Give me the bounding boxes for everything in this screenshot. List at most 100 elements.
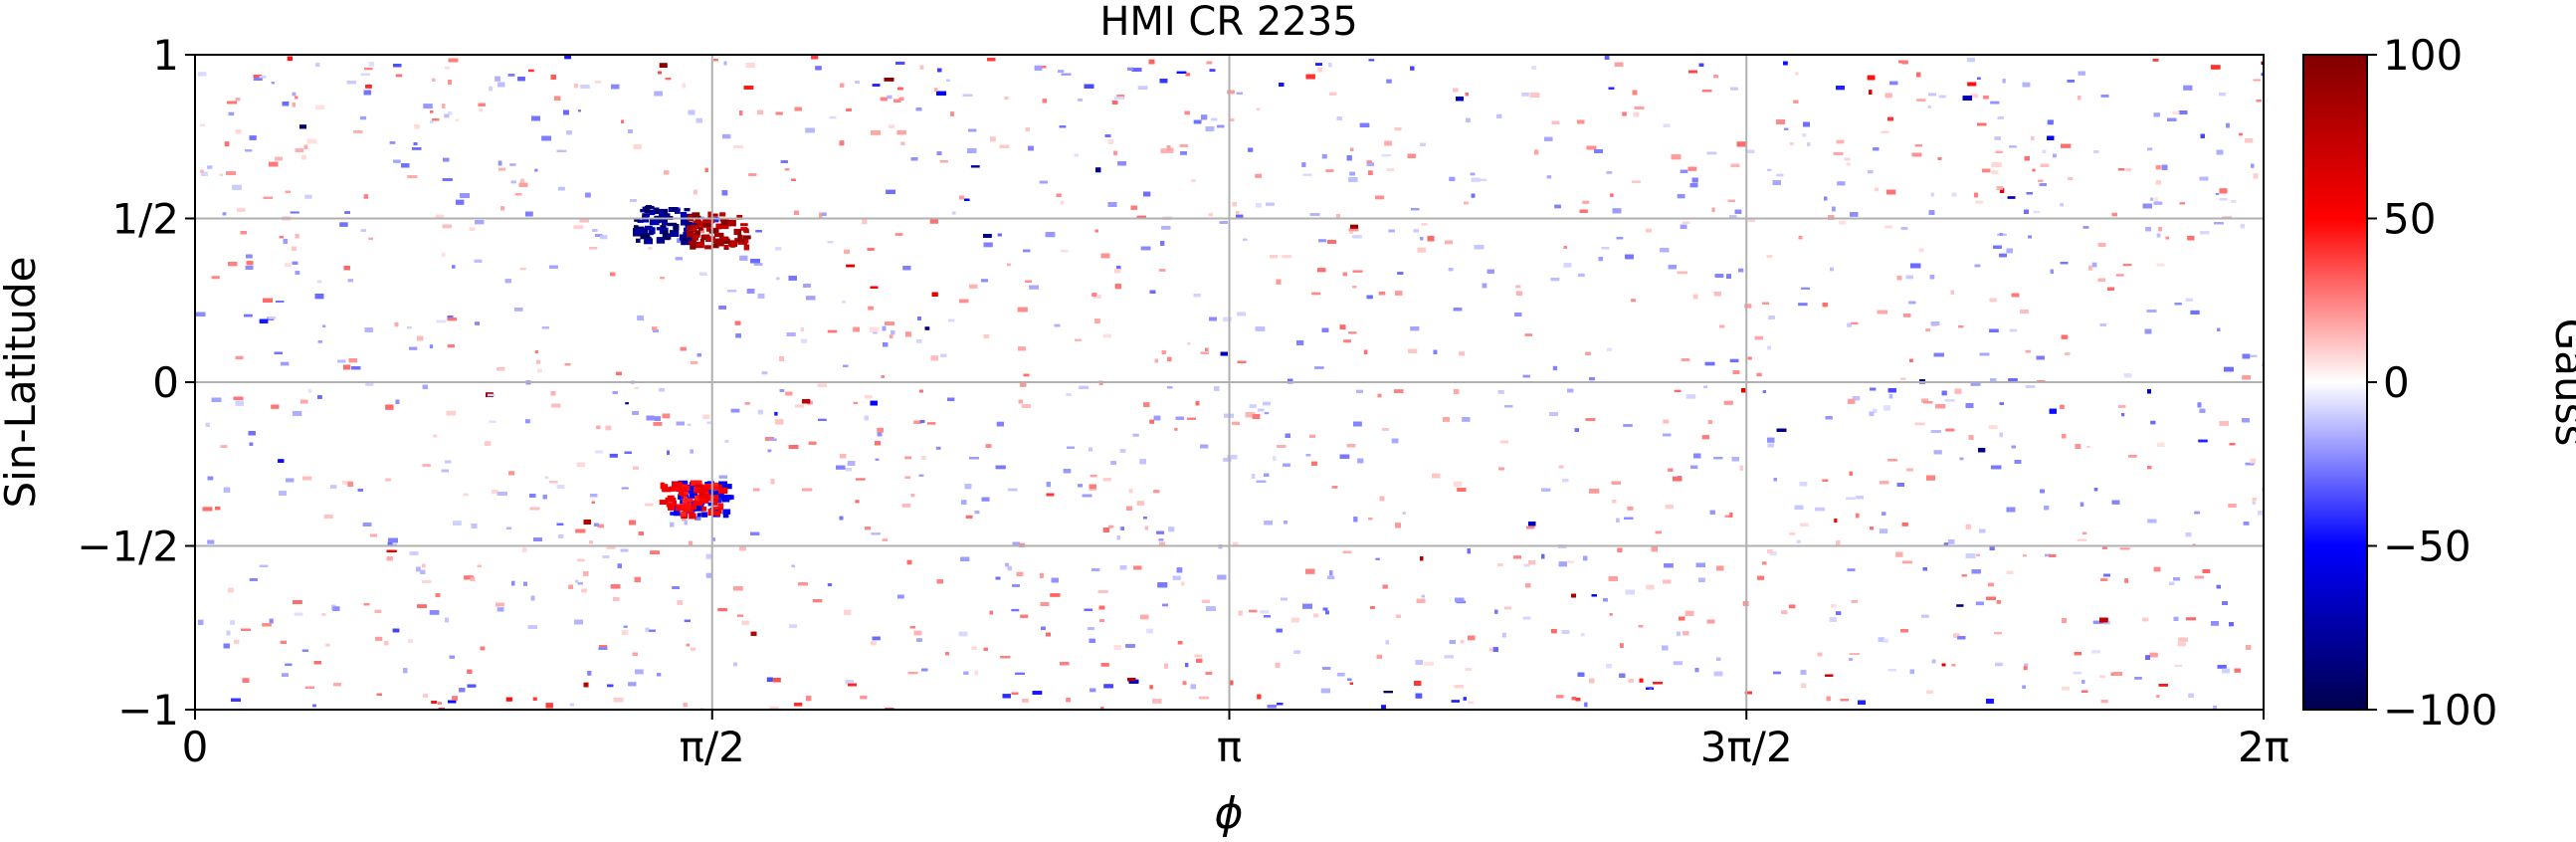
- heatmap-cell: [2033, 210, 2041, 214]
- heatmap-cell: [2150, 420, 2156, 425]
- heatmap-cell: [2032, 168, 2036, 172]
- heatmap-cell: [205, 422, 210, 427]
- heatmap-cell: [609, 453, 618, 458]
- heatmap-cell: [284, 263, 292, 268]
- heatmap-cell: [1459, 351, 1466, 356]
- heatmap-cell: [1879, 528, 1888, 534]
- heatmap-cell: [287, 56, 293, 62]
- heatmap-cell: [1769, 551, 1777, 555]
- heatmap-cell: [2119, 547, 2130, 550]
- heatmap-cell: [775, 247, 782, 251]
- heatmap-cell: [1454, 685, 1464, 689]
- heatmap-cell: [1315, 63, 1322, 66]
- heatmap-cell: [1994, 136, 2001, 140]
- heatmap-cell: [752, 488, 760, 492]
- heatmap-cell: [207, 165, 213, 169]
- heatmap-cell: [2121, 413, 2125, 417]
- heatmap-cell: [1029, 285, 1039, 290]
- heatmap-cell: [1497, 389, 1504, 394]
- heatmap-cell: [1546, 175, 1552, 179]
- heatmap-cell: [1969, 94, 1979, 99]
- heatmap-cell: [1368, 59, 1375, 62]
- heatmap-cell: [1756, 372, 1762, 377]
- heatmap-cell: [1011, 608, 1020, 612]
- heatmap-cell: [528, 69, 534, 73]
- heatmap-cell: [304, 194, 312, 199]
- heatmap-cell: [929, 219, 938, 224]
- heatmap-cell: [1167, 356, 1172, 362]
- heatmap-cell: [2115, 274, 2124, 277]
- heatmap-cell: [598, 645, 608, 649]
- heatmap-cell: [423, 104, 433, 109]
- heatmap-cell: [1798, 303, 1808, 307]
- heatmap-cell: [1956, 604, 1964, 607]
- heatmap-cell: [207, 539, 215, 544]
- heatmap-cell: [1402, 512, 1406, 515]
- heatmap-cell: [1610, 193, 1614, 197]
- heatmap-cell: [1314, 366, 1324, 369]
- heatmap-cell: [1983, 95, 1989, 100]
- heatmap-cell: [1375, 557, 1380, 560]
- heatmap-cell: [827, 583, 833, 587]
- heatmap-cell: [339, 222, 348, 227]
- heatmap-cell: [1631, 299, 1636, 303]
- heatmap-cell: [1317, 67, 1322, 73]
- heatmap-cell: [1336, 672, 1345, 677]
- heatmap-cell: [871, 532, 881, 535]
- heatmap-cell: [896, 129, 906, 135]
- heatmap-cell: [2085, 446, 2090, 448]
- heatmap-cell: [935, 446, 941, 450]
- heatmap-cell: [1930, 192, 1934, 197]
- heatmap-cell: [1325, 169, 1334, 172]
- heatmap-cell: [1008, 488, 1018, 492]
- heatmap-cell: [1202, 599, 1210, 603]
- heatmap-cell: [677, 600, 684, 605]
- heatmap-cell: [1909, 669, 1914, 675]
- heatmap-cell: [1552, 365, 1558, 371]
- heatmap-cell: [2210, 65, 2221, 70]
- heatmap-cell: [766, 677, 773, 683]
- heatmap-cell: [325, 643, 330, 647]
- heatmap-cell: [202, 507, 213, 512]
- heatmap-cell: [228, 111, 235, 116]
- heatmap-cell: [1622, 111, 1627, 116]
- chart-title: HMI CR 2235: [1099, 0, 1357, 45]
- heatmap-cell: [2147, 147, 2153, 151]
- heatmap-cell: [573, 225, 584, 230]
- heatmap-cell: [625, 402, 629, 405]
- heatmap-cell: [1149, 685, 1153, 690]
- heatmap-cell: [1788, 604, 1796, 609]
- heatmap-cell: [855, 500, 860, 504]
- heatmap-cell: [1342, 550, 1352, 554]
- heatmap-cell: [1386, 79, 1392, 84]
- heatmap-cell: [1090, 475, 1097, 478]
- heatmap-cell: [365, 380, 374, 386]
- heatmap-cell: [1293, 650, 1300, 654]
- heatmap-cell: [1609, 613, 1613, 616]
- heatmap-cell: [269, 618, 274, 624]
- heatmap-cell: [1855, 513, 1860, 519]
- heatmap-cell: [1256, 107, 1261, 111]
- heatmap-cell: [970, 165, 980, 168]
- heatmap-cell: [1456, 600, 1467, 604]
- heatmap-cell: [690, 449, 694, 454]
- heatmap-cell: [368, 237, 373, 240]
- heatmap-cell: [1321, 153, 1327, 159]
- heatmap-cell: [853, 401, 858, 405]
- heatmap-cell: [730, 408, 740, 413]
- heatmap-cell: [855, 478, 866, 481]
- heatmap-cell: [430, 119, 434, 124]
- heatmap-cell: [1627, 506, 1634, 511]
- heatmap-cell: [234, 639, 240, 645]
- heatmap-cell: [1116, 95, 1125, 100]
- heatmap-cell: [877, 427, 884, 433]
- heatmap-cell: [1875, 187, 1880, 192]
- heatmap-cell: [1975, 601, 1984, 606]
- heatmap-cell: [895, 61, 905, 65]
- heatmap-cell: [717, 608, 727, 612]
- heatmap-cell: [359, 115, 367, 120]
- heatmap-cell: [1184, 110, 1190, 115]
- heatmap-cell: [1113, 150, 1117, 156]
- heatmap-cell: [1410, 326, 1420, 331]
